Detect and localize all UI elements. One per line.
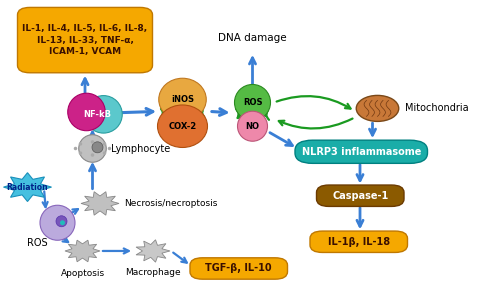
Ellipse shape	[56, 216, 67, 227]
Ellipse shape	[60, 220, 65, 225]
Ellipse shape	[234, 84, 270, 121]
Ellipse shape	[158, 105, 208, 148]
Text: COX-2: COX-2	[168, 122, 196, 131]
Ellipse shape	[92, 142, 103, 153]
Text: Macrophage: Macrophage	[124, 268, 180, 277]
Ellipse shape	[108, 147, 111, 150]
Text: Lymphocyte: Lymphocyte	[112, 143, 171, 154]
Polygon shape	[65, 240, 100, 262]
Text: ROS: ROS	[27, 238, 48, 248]
FancyBboxPatch shape	[190, 258, 288, 279]
Ellipse shape	[159, 78, 206, 121]
Text: DNA damage: DNA damage	[218, 33, 287, 43]
Text: NF-kB: NF-kB	[84, 110, 112, 119]
Polygon shape	[4, 173, 51, 201]
Ellipse shape	[74, 147, 77, 150]
Text: Radiation: Radiation	[6, 183, 48, 192]
Ellipse shape	[68, 93, 105, 131]
Text: TGF-β, IL-10: TGF-β, IL-10	[206, 263, 272, 274]
Text: ROS: ROS	[243, 98, 262, 107]
Text: Necrosis/necroptosis: Necrosis/necroptosis	[124, 199, 218, 208]
Text: Mitochondria: Mitochondria	[405, 103, 468, 113]
Text: IL-1, IL-4, IL-5, IL-6, IL-8,
IL-13, IL-33, TNF-α,
ICAM-1, VCAM: IL-1, IL-4, IL-5, IL-6, IL-8, IL-13, IL-…	[22, 24, 148, 56]
Text: iNOS: iNOS	[171, 95, 194, 104]
Ellipse shape	[85, 96, 122, 133]
Ellipse shape	[356, 95, 399, 121]
Text: NO: NO	[246, 122, 260, 131]
FancyBboxPatch shape	[295, 140, 428, 163]
Text: Apoptosis: Apoptosis	[60, 269, 104, 278]
Ellipse shape	[103, 151, 106, 155]
Ellipse shape	[40, 205, 75, 240]
Polygon shape	[81, 192, 119, 215]
Ellipse shape	[91, 140, 94, 144]
FancyBboxPatch shape	[310, 231, 408, 252]
Ellipse shape	[79, 135, 106, 162]
Text: NLRP3 inflammasome: NLRP3 inflammasome	[302, 147, 421, 157]
Ellipse shape	[78, 151, 82, 155]
Ellipse shape	[78, 142, 82, 146]
Ellipse shape	[103, 142, 106, 146]
FancyBboxPatch shape	[18, 7, 152, 73]
Text: Caspase-1: Caspase-1	[332, 191, 388, 201]
Text: IL-1β, IL-18: IL-1β, IL-18	[328, 237, 390, 247]
FancyBboxPatch shape	[316, 185, 404, 206]
Polygon shape	[136, 240, 170, 262]
Ellipse shape	[91, 153, 94, 157]
Ellipse shape	[238, 111, 268, 141]
